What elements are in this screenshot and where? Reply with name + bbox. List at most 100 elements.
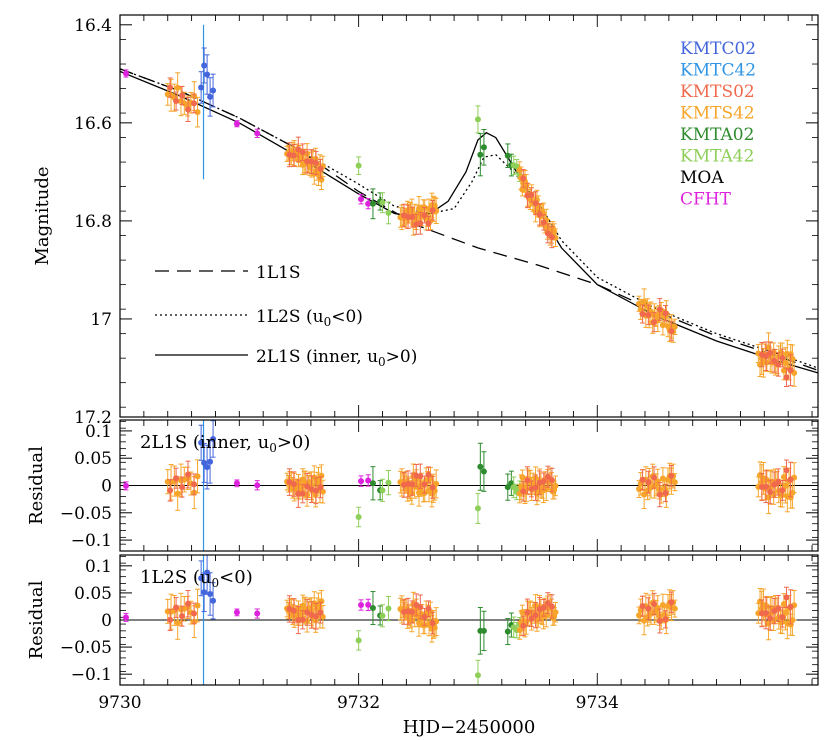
- data-point: [656, 491, 663, 498]
- data-point: [480, 468, 487, 475]
- data-point: [210, 597, 217, 604]
- residual-point-kmta02: [480, 451, 487, 492]
- residual-point-kmta42: [385, 596, 392, 622]
- data-point: [299, 149, 306, 156]
- point-kmts02: [779, 348, 786, 368]
- residual-point-kmts02: [317, 601, 324, 624]
- data-point: [783, 467, 790, 474]
- data-point: [210, 435, 217, 442]
- data-point: [385, 209, 392, 216]
- residual-point-kmtc02: [207, 439, 214, 484]
- residual-point-kmtc02: [207, 572, 214, 616]
- residual-point-kmts02: [179, 605, 186, 627]
- data-point: [639, 603, 646, 610]
- data-point: [477, 463, 484, 470]
- point-kmts02: [787, 354, 794, 387]
- data-point: [254, 482, 261, 489]
- residual-point-kmts02: [668, 465, 675, 487]
- data-point: [122, 70, 129, 77]
- panel-1: 16.416.616.81717.2MagnitudeKMTC02KMTC42K…: [32, 14, 818, 428]
- residual-point-kmts02: [656, 482, 663, 508]
- data-point: [254, 610, 261, 617]
- residual-point-cfht: [358, 475, 365, 487]
- residual-point-kmts02: [540, 598, 547, 617]
- data-point: [779, 614, 786, 621]
- legend-entry-kmtc42: KMTC42: [680, 61, 756, 81]
- residual-point-kmtc02: [201, 442, 208, 483]
- point-kmts02: [639, 304, 646, 324]
- point-kmtc02: [198, 71, 205, 104]
- residual-point-kmts02: [190, 602, 197, 625]
- residual-point-kmts02: [308, 601, 315, 629]
- residual-point-kmts02: [532, 474, 539, 501]
- residual-point-kmts02: [767, 606, 774, 631]
- residual-point-kmts02: [417, 463, 424, 489]
- data-point: [651, 600, 658, 607]
- data-point: [524, 477, 531, 484]
- point-kmts02: [409, 206, 416, 228]
- data-point: [421, 613, 428, 620]
- residual-point-kmts02: [540, 472, 547, 491]
- residual-point-kmts42: [552, 475, 559, 497]
- point-kmts42: [671, 318, 678, 335]
- data-point: [651, 319, 658, 326]
- model-legend-label-2: 1L2S (u0<0): [256, 307, 363, 329]
- data-point: [787, 367, 794, 374]
- residual-point-kmts02: [167, 608, 174, 632]
- data-point: [544, 230, 551, 237]
- residual-point-kmta02: [504, 618, 511, 646]
- point-kmts02: [299, 143, 306, 161]
- residual-point-kmts02: [313, 602, 320, 630]
- point-kmts02: [167, 77, 174, 98]
- data-point: [425, 471, 432, 478]
- data-point: [290, 481, 297, 488]
- data-point: [304, 158, 311, 165]
- point-kmta02: [369, 188, 376, 220]
- data-point: [185, 600, 192, 607]
- residual-point-kmta42: [379, 604, 386, 628]
- legend-entry-kmta42: KMTA42: [680, 147, 754, 167]
- residual-point-kmta02: [480, 610, 487, 652]
- y-tick-label: −0.05: [60, 638, 112, 658]
- model-legend: 1L1S 1L2S (u0<0) 2L1S (inner, u0>0): [155, 263, 417, 369]
- data-point: [369, 480, 376, 487]
- data-point: [355, 162, 362, 169]
- residual-point-kmtc02: [210, 582, 217, 620]
- residual-point-kmtc02: [198, 424, 205, 461]
- legend-entry-cfht: CFHT: [680, 190, 732, 210]
- residual-point-kmts02: [783, 459, 790, 481]
- data-point: [358, 478, 365, 485]
- point-kmts02: [421, 207, 428, 224]
- point-kmtc02: [207, 77, 214, 117]
- data-point: [516, 167, 523, 174]
- residual-point-kmts02: [783, 586, 790, 609]
- data-point: [313, 159, 320, 166]
- series-legend: KMTC02KMTC42KMTS02KMTS42KMTA02KMTA42MOAC…: [680, 39, 756, 210]
- data-point: [645, 605, 652, 612]
- data-point: [767, 349, 774, 356]
- residual-point-kmta02: [504, 473, 511, 501]
- data-point: [409, 214, 416, 221]
- point-kmts02: [313, 150, 320, 176]
- point-kmts02: [651, 312, 658, 333]
- data-point: [194, 473, 201, 480]
- point-kmts02: [317, 158, 324, 179]
- residual-point-kmts02: [548, 467, 555, 493]
- panel-frame-2: [119, 419, 819, 552]
- residual-point-cfht: [254, 480, 261, 491]
- data-point: [198, 575, 205, 582]
- data-point: [480, 627, 487, 634]
- point-kmts02: [548, 226, 555, 249]
- data-point: [763, 483, 770, 490]
- residual-point-kmts02: [548, 594, 555, 619]
- data-point: [429, 484, 436, 491]
- top-data-points: [122, 47, 798, 388]
- residual-point-kmts02: [651, 466, 658, 489]
- data-point: [417, 473, 424, 480]
- data-point: [504, 628, 511, 635]
- legend-entry-kmtc02: KMTC02: [680, 39, 756, 59]
- data-point: [122, 614, 129, 621]
- data-point: [656, 306, 663, 313]
- data-point: [477, 151, 484, 158]
- data-point: [295, 490, 302, 497]
